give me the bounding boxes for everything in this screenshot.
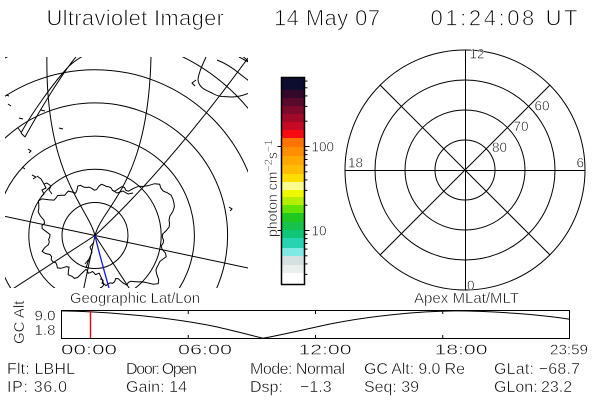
svg-text:06:00: 06:00 (178, 342, 232, 359)
svg-text:100: 100 (312, 140, 335, 155)
svg-text:GC Alt: GC Alt (11, 300, 28, 344)
svg-text:Seq: 39: Seq: 39 (364, 379, 419, 396)
svg-text:Mode: Normal: Mode: Normal (250, 361, 345, 378)
svg-text:GLon:: GLon: (494, 379, 538, 396)
svg-text:6: 6 (577, 156, 585, 171)
svg-text:12: 12 (470, 47, 485, 62)
svg-text:23:59: 23:59 (550, 342, 588, 359)
svg-text:60: 60 (535, 99, 550, 114)
svg-text:Dsp:: Dsp: (250, 379, 283, 396)
svg-text:Ultraviolet Imager: Ultraviolet Imager (47, 6, 225, 31)
svg-text:photon cm−2s−1: photon cm−2s−1 (263, 140, 280, 237)
svg-text:12:00: 12:00 (299, 342, 352, 359)
svg-text:IP: 36.0: IP: 36.0 (7, 379, 67, 396)
svg-text:0: 0 (467, 278, 475, 293)
svg-text:−1.3: −1.3 (300, 379, 332, 396)
svg-text:1.8: 1.8 (35, 322, 56, 339)
svg-text:01:24:08 UT: 01:24:08 UT (431, 6, 578, 31)
svg-text:70: 70 (514, 119, 529, 134)
svg-text:18: 18 (348, 156, 363, 171)
svg-text:Flt: LBHL: Flt: LBHL (7, 361, 75, 378)
svg-text:18:00: 18:00 (435, 342, 488, 359)
svg-text:9.0: 9.0 (35, 308, 56, 325)
svg-text:23.2: 23.2 (541, 379, 572, 396)
svg-text:Door: Open: Door: Open (126, 361, 197, 378)
svg-text:14 May 07: 14 May 07 (274, 6, 380, 31)
svg-text:Gain: 14: Gain: 14 (126, 379, 187, 396)
svg-text:80: 80 (492, 140, 507, 155)
svg-text:10: 10 (312, 224, 327, 239)
svg-text:00:00: 00:00 (61, 342, 117, 359)
svg-text:GC Alt: 9.0 Re: GC Alt: 9.0 Re (364, 361, 465, 378)
svg-text:Geographic Lat/Lon: Geographic Lat/Lon (70, 290, 200, 307)
svg-text:Apex MLat/MLT: Apex MLat/MLT (414, 290, 519, 307)
svg-text:GLat: −68.7: GLat: −68.7 (494, 361, 580, 378)
